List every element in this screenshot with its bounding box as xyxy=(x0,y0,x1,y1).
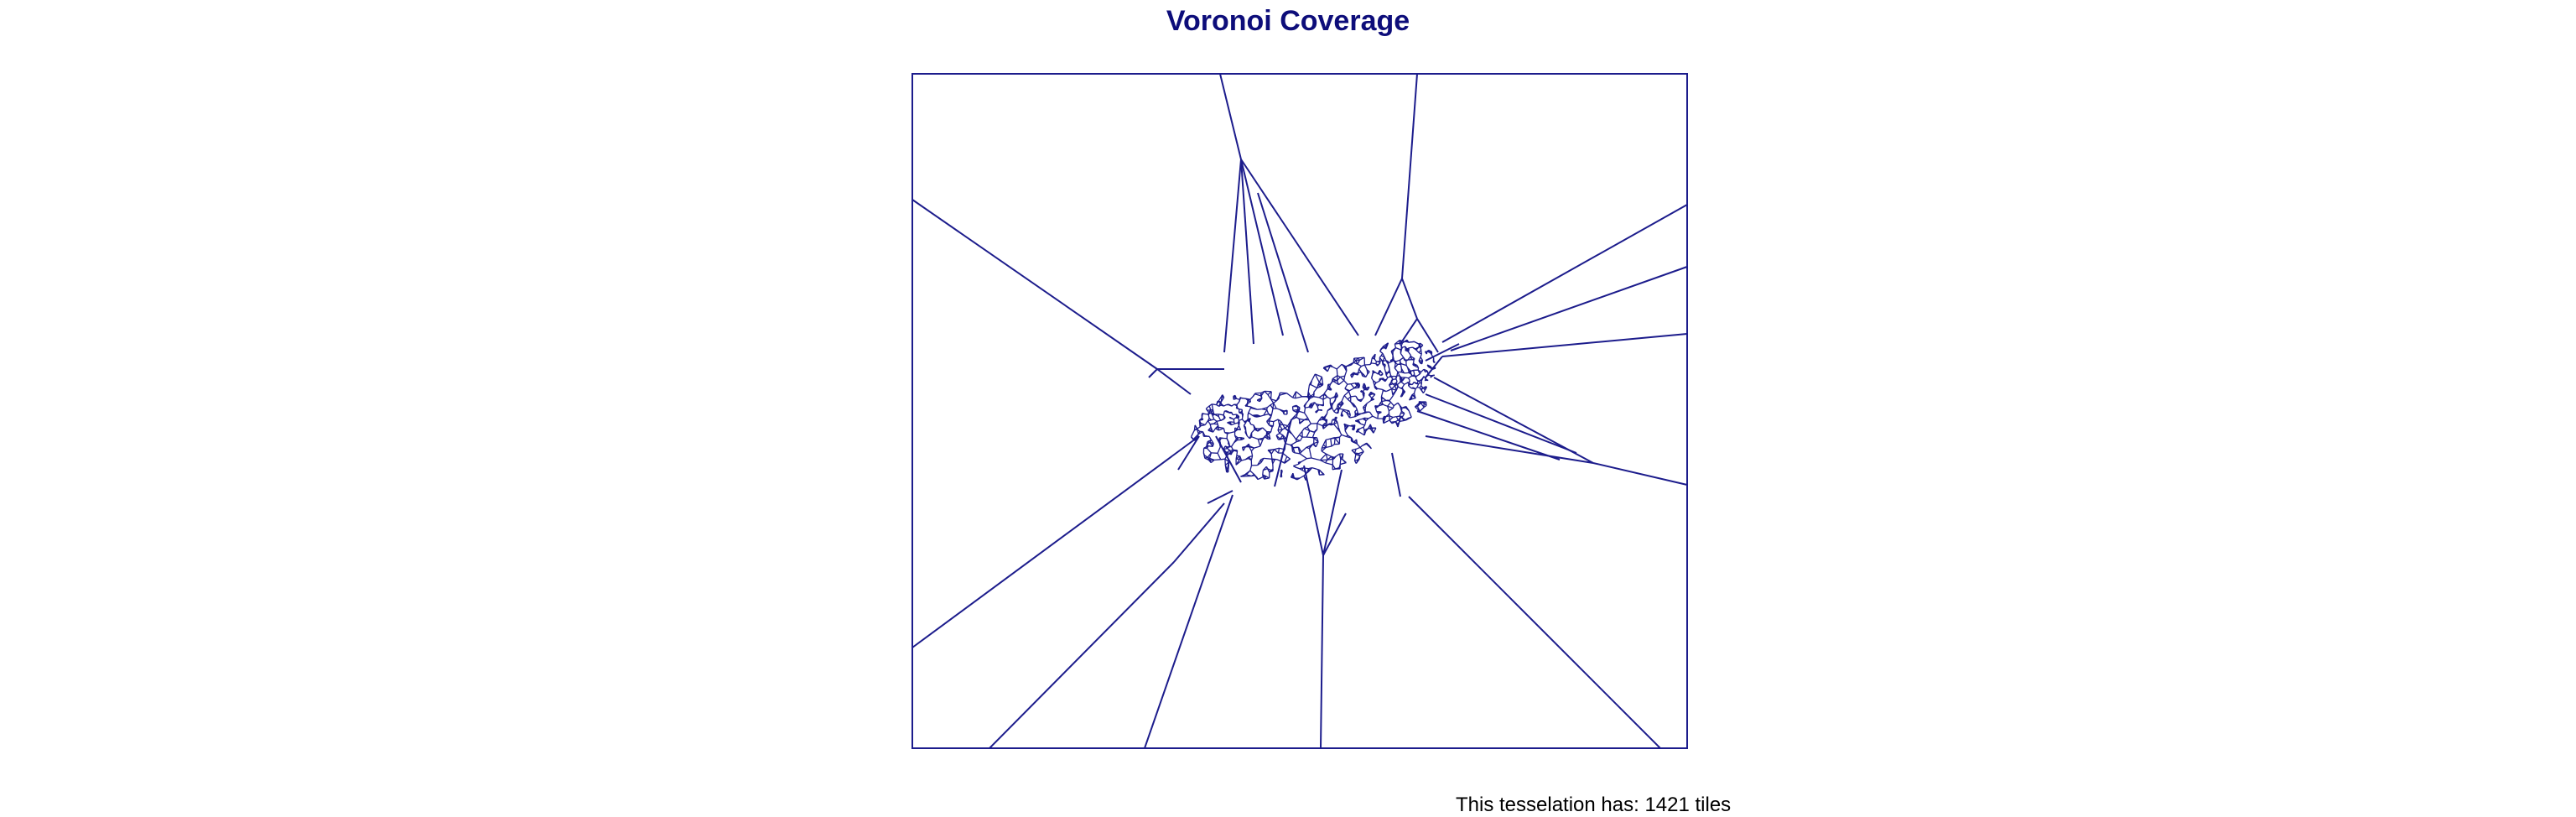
tile-count-caption: This tesselation has: 1421 tiles xyxy=(1456,794,1731,817)
dense-cell-mesh xyxy=(1192,340,1436,480)
